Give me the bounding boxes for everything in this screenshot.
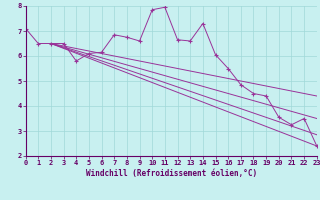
X-axis label: Windchill (Refroidissement éolien,°C): Windchill (Refroidissement éolien,°C) (86, 169, 257, 178)
